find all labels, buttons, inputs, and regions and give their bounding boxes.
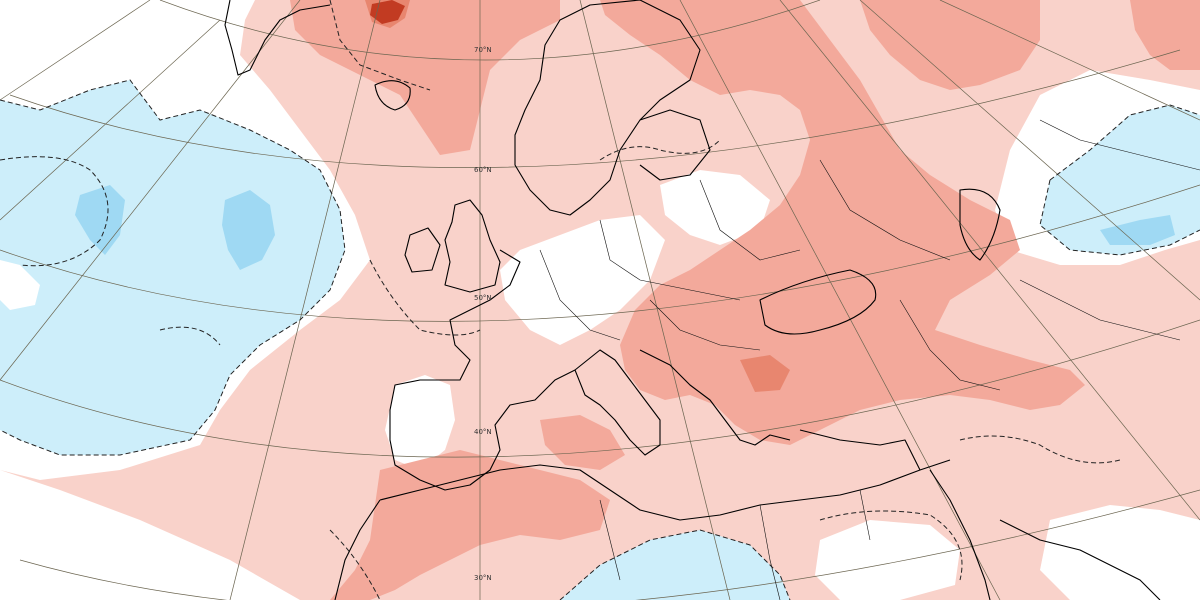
latitude-labels: 70°N 60°N 50°N 40°N 30°N	[474, 46, 492, 582]
lat-label-70n: 70°N	[474, 46, 492, 54]
lat-label-30n: 30°N	[474, 574, 492, 582]
coastlines	[224, 0, 1161, 600]
country-borders	[539, 119, 1200, 600]
lat-label-40n: 40°N	[474, 428, 492, 436]
lat-label-60n: 60°N	[474, 166, 492, 174]
lat-label-50n: 50°N	[474, 294, 492, 302]
warm-anomaly-mid-layer	[290, 0, 1200, 600]
neutral-anomaly-layer	[0, 170, 1200, 600]
